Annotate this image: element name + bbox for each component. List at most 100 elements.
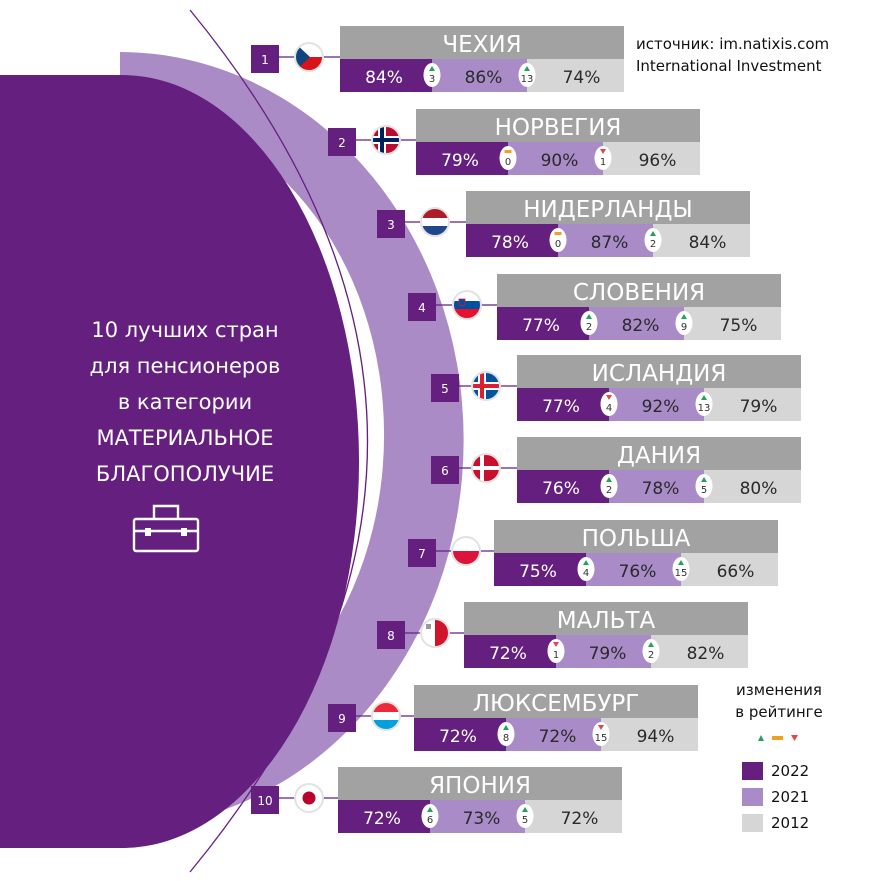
country-row: НИДЕРЛАНДЫ 78% 87% 84% 0 2 3 xyxy=(377,191,750,257)
flag-triangle xyxy=(295,43,310,71)
country-header-bar xyxy=(464,602,748,635)
country-header-bar xyxy=(517,355,801,388)
up-arrow-icon xyxy=(650,231,656,236)
rank-change-circle xyxy=(594,146,612,170)
rank-change-circle xyxy=(516,804,534,828)
flag-ring xyxy=(371,125,401,155)
country-header-bar xyxy=(466,191,750,224)
rank-change-value: 13 xyxy=(521,74,534,85)
rank-change-value: 1 xyxy=(553,650,559,661)
briefcase-icon xyxy=(132,504,200,553)
value-label-2012: 74% xyxy=(563,68,601,88)
title-line: в категории xyxy=(117,390,253,414)
rank-square xyxy=(408,539,436,567)
value-label-2021: 92% xyxy=(642,397,680,417)
flag-stripe xyxy=(453,309,481,319)
source-note: источник: im.natixis.com International I… xyxy=(636,33,829,77)
no-change-dash-icon xyxy=(504,150,512,153)
value-label-2021: 78% xyxy=(642,479,680,499)
legend-changes-label: изменения в рейтинге xyxy=(724,679,834,723)
rank-change-badge: 4 xyxy=(577,557,595,581)
timeline-arc xyxy=(189,9,368,873)
luxembourg-flag xyxy=(372,702,400,730)
country-name: ИСЛАНДИЯ xyxy=(592,361,727,387)
rank-square xyxy=(251,45,279,73)
value-label-2021: 86% xyxy=(465,68,503,88)
title-line: 10 лучших стран xyxy=(91,318,279,342)
rank-change-circle xyxy=(423,63,441,87)
value-segment-2021 xyxy=(556,635,651,668)
legend-changes-line: в рейтинге xyxy=(735,703,823,721)
value-label-2012: 79% xyxy=(740,397,778,417)
legend-swatch-2022 xyxy=(742,762,763,780)
rank-change-value: 5 xyxy=(701,485,707,496)
value-segment-2012 xyxy=(684,307,781,340)
down-arrow-icon xyxy=(606,395,612,400)
rank-change-badge: 6 xyxy=(421,804,439,828)
value-segment-2012 xyxy=(527,59,624,92)
value-label-2022: 84% xyxy=(365,68,403,88)
rank-change-circle xyxy=(577,557,595,581)
flag-stripe xyxy=(421,218,449,226)
value-segment-2022 xyxy=(340,59,432,92)
poland-flag xyxy=(452,537,480,565)
value-label-2012: 94% xyxy=(637,727,675,747)
rank-number: 9 xyxy=(338,712,346,726)
rank-change-circle xyxy=(672,557,690,581)
rank-square xyxy=(377,210,405,238)
country-header-bar xyxy=(340,26,624,59)
rank-change-badge: 8 xyxy=(497,722,515,746)
legend-label-2012: 2012 xyxy=(771,814,810,832)
rank-change-badge: 0 xyxy=(549,228,567,252)
flag-sun xyxy=(302,791,316,805)
rank-square xyxy=(431,456,459,484)
rank-change-circle xyxy=(600,474,618,498)
value-segment-2012 xyxy=(651,635,748,668)
up-arrow-icon xyxy=(524,66,530,71)
value-segment-2022 xyxy=(464,635,556,668)
up-arrow-icon xyxy=(427,807,433,812)
title-line: МАТЕРИАЛЬНОЕ xyxy=(96,426,274,450)
value-label-2022: 79% xyxy=(441,151,479,171)
flag-stripe xyxy=(372,702,400,712)
title-line: БЛАГОПОЛУЧИЕ xyxy=(95,462,275,486)
flag-ring xyxy=(452,290,482,320)
country-name: МАЛЬТА xyxy=(557,608,656,634)
flag-stripe xyxy=(421,619,435,647)
rank-square xyxy=(377,621,405,649)
netherlands-flag xyxy=(421,208,449,236)
main-crescent-panel xyxy=(0,75,360,848)
value-label-2012: 75% xyxy=(720,316,758,336)
rank-change-value: 3 xyxy=(429,74,435,85)
value-segment-2022 xyxy=(466,224,558,257)
legend-same-dash xyxy=(772,736,783,740)
country-header-bar xyxy=(517,437,801,470)
up-arrow-icon xyxy=(586,314,592,319)
rank-square xyxy=(431,374,459,402)
rank-change-circle xyxy=(421,804,439,828)
flag-ring xyxy=(420,618,450,648)
rank-square xyxy=(408,293,436,321)
up-arrow-icon xyxy=(429,66,435,71)
flag-ring xyxy=(294,42,324,72)
country-header-bar xyxy=(414,685,698,718)
down-arrow-icon xyxy=(553,642,559,647)
czech-flag xyxy=(295,43,323,71)
flag-cross-emblem xyxy=(426,624,431,629)
rank-change-circle xyxy=(695,474,713,498)
value-label-2021: 87% xyxy=(591,233,629,253)
value-segment-2012 xyxy=(653,224,750,257)
value-label-2012: 96% xyxy=(639,151,677,171)
flag-stripe xyxy=(452,537,480,551)
value-label-2022: 72% xyxy=(363,809,401,829)
value-segment-2021 xyxy=(506,718,601,751)
rank-number: 7 xyxy=(418,547,426,561)
country-name: ЯПОНИЯ xyxy=(429,773,531,799)
value-label-2012: 80% xyxy=(740,479,778,499)
source-line: источник: im.natixis.com xyxy=(636,35,830,53)
legend-change-arrows xyxy=(758,735,798,741)
up-arrow-icon xyxy=(583,560,589,565)
value-label-2021: 76% xyxy=(619,562,657,582)
rank-change-badge: 4 xyxy=(600,392,618,416)
